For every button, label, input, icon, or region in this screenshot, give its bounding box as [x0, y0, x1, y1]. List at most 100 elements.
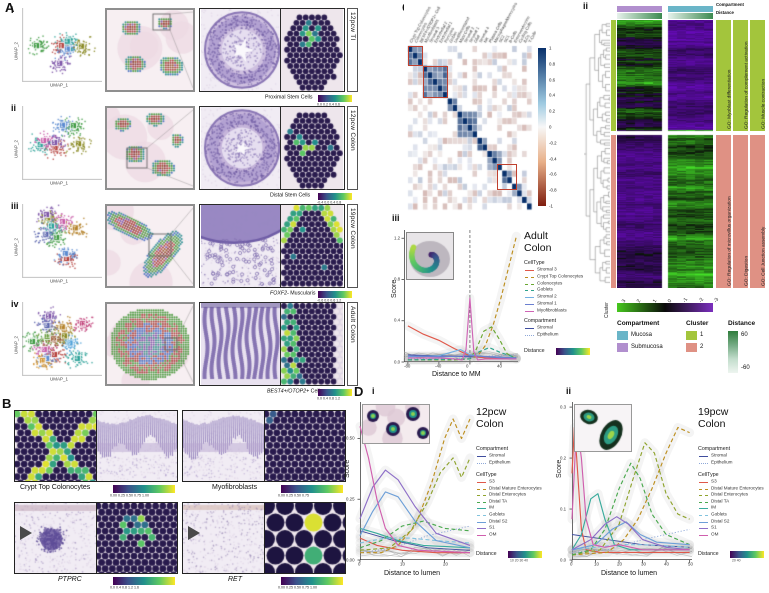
panel-b-label: B: [2, 396, 12, 411]
go-term-column-green: [716, 20, 731, 131]
score-label-text: Distal Stem Cells: [270, 192, 311, 198]
x-tick-label: -80: [403, 363, 411, 369]
legend-swatch: [617, 331, 628, 340]
panel-b-pair-divider: [96, 411, 97, 481]
legend-swatch: [525, 328, 534, 329]
x-tick-label: 20: [617, 561, 622, 567]
y-tick-label: 0.00: [346, 556, 355, 562]
legend-swatch: [477, 488, 486, 490]
sample-strip: Adult Colon: [347, 302, 358, 386]
corr-colorbar-tick: 0.2: [549, 108, 556, 114]
panel-b-feature-label: PTPRC: [58, 576, 82, 583]
tissue-pair-box: [199, 204, 345, 288]
sample-label: 12pcw Colon: [349, 110, 356, 151]
go-term-label: GO: Regulation of microvillus organizati…: [726, 196, 732, 286]
legend-label: Distal Enterocytes: [489, 491, 527, 497]
plot-title: 19pcw Colon: [698, 406, 729, 431]
y-tick-label: 0.25: [346, 496, 355, 502]
legend-swatch: [477, 456, 486, 457]
plot-title: Adult Colon: [524, 230, 552, 255]
legend-label: Stromal: [489, 452, 505, 458]
legend-label: 2: [700, 344, 704, 350]
legend-swatch: [477, 528, 486, 530]
go-term-column-pink: [716, 135, 731, 288]
panel-b-pair-divider: [264, 411, 265, 481]
legend-distance-title: Distance: [698, 550, 719, 557]
legend-label: IM: [489, 504, 495, 510]
x-tick-label: 0: [358, 561, 361, 567]
legend-title: CellType: [698, 471, 719, 478]
legend-swatch: [477, 521, 486, 523]
legend-label: Distal Enterocytes: [711, 491, 749, 497]
legend-label: S3: [489, 478, 495, 484]
legend-title: Compartment: [524, 317, 557, 324]
score-gene-name: BEST4+/OTOP2+: [267, 388, 310, 394]
panel-b-colorbar-ticks: 0.00 0.25 0.50 0.75: [278, 493, 310, 498]
score-colorbar: [318, 193, 352, 200]
correlation-block-highlight: [422, 65, 448, 99]
correlation-block-highlight: [497, 164, 518, 191]
x-tick-label: 20: [442, 561, 448, 567]
celltype-score-hexmap: [281, 303, 343, 385]
score-distance-plot-adult: [401, 230, 521, 365]
legend-compartment-title: Compartment: [617, 320, 660, 327]
go-term-column-pink: [750, 135, 765, 288]
cluster-strip-2: [611, 135, 616, 288]
cluster-strip-1: [611, 20, 616, 131]
y-tick-label: 0.50: [346, 435, 355, 441]
panel-b-image-right: [264, 411, 345, 481]
y-tick-label: 1.2: [394, 235, 401, 241]
corr-colorbar-tick: -1: [549, 203, 553, 209]
tissue-pair-divider: [280, 205, 281, 287]
x-tick-label: 0: [465, 363, 469, 369]
score-colorbar-label: FOXF2- Muscularis: [270, 290, 315, 296]
legend-swatch: [525, 297, 534, 299]
umap-plot: [22, 204, 102, 278]
legend-swatch: [699, 534, 708, 536]
score-label-text: Cell: [309, 388, 321, 394]
panel-b-colorbar: [281, 485, 343, 493]
legend-label: Distal S2: [489, 518, 508, 524]
sample-strip: 12pcw Colon: [347, 106, 358, 190]
go-term-label: GO: Cell Junction assembly: [760, 226, 766, 286]
legend-label: OM: [711, 531, 719, 537]
y-tick-label: 0.4: [394, 317, 401, 323]
legend-swatch: [477, 482, 486, 483]
legend-swatch: [699, 521, 708, 523]
go-heat-colorbar-tick: -3: [712, 296, 720, 304]
score-distance-plot-12pcw: [355, 402, 475, 563]
panel-b-pair-divider: [264, 503, 265, 573]
spot-overview-image: [107, 206, 193, 286]
legend-label: Colonocytes: [537, 280, 563, 286]
go-term-label: GO: Regulation of complement activation: [743, 41, 749, 129]
legend-label: Epithelium: [537, 331, 559, 337]
panel-d-label: D: [354, 384, 364, 399]
x-axis-label: Distance to MM: [432, 371, 481, 378]
legend-swatch: [477, 508, 486, 510]
legend-distance-bottom: -60: [741, 365, 750, 371]
plot-inset-adult: [406, 232, 454, 280]
score-colorbar: [318, 95, 352, 102]
legend-cluster-title: Cluster: [686, 320, 709, 327]
score-distance-plot-19pcw: [567, 402, 695, 563]
legend-label: Distal TA: [711, 498, 730, 504]
annotation-label-distance: Distance: [716, 10, 734, 16]
panel-d-i-numeral: i: [372, 386, 375, 396]
legend-label: Crypt Top Colonocytes: [537, 273, 584, 279]
x-tick-label: 30: [640, 561, 646, 567]
x-tick-label: 50: [687, 561, 693, 567]
celltype-score-hexmap: [281, 205, 343, 287]
score-colorbar: [318, 389, 352, 396]
he-zoom-image: [201, 205, 280, 287]
correlation-heatmap: [404, 0, 536, 214]
umap-x-axis-label: UMAP_1: [50, 82, 69, 88]
sample-label: Adult Colon: [349, 306, 356, 343]
annotation-bar-distance-left: [617, 13, 662, 19]
sample-label: 19pcw Colon: [349, 208, 356, 249]
panel-b-colorbar: [113, 485, 175, 493]
legend-distance-bar: [730, 551, 764, 558]
panel-a-row-numeral: i: [11, 5, 14, 15]
corr-colorbar-tick: -0.6: [549, 171, 557, 177]
legend-label: Stromal: [711, 452, 727, 458]
umap-y-axis-label: UMAP_2: [13, 237, 19, 256]
